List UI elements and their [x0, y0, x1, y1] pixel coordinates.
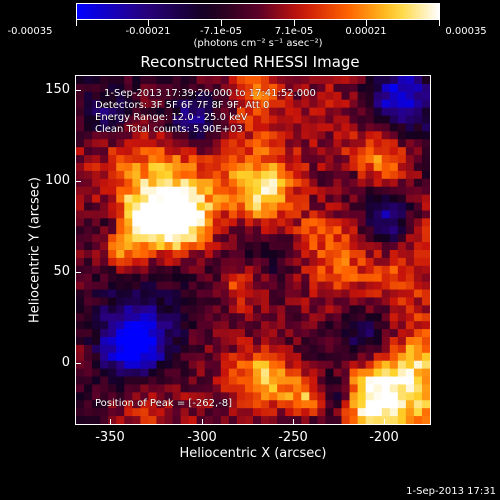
plot-title: Reconstructed RHESSI Image: [140, 53, 360, 71]
colorbar-tick: [439, 20, 440, 26]
image-plot: 1-Sep-2013 17:39:20.000 to 17:41:52.000 …: [75, 75, 431, 425]
y-tick-label: 100: [45, 173, 70, 188]
colorbar-label: -0.00035: [7, 26, 53, 37]
colorbar-label: 0.00021: [345, 26, 387, 37]
colorbar-tick: [221, 20, 222, 26]
colorbar-tick: [294, 20, 295, 26]
annotation-energy-range: Energy Range: 12.0 - 25.0 keV: [95, 112, 248, 123]
x-tick: [202, 419, 203, 425]
x-tick-label: -250: [278, 430, 308, 445]
colorbar-tick: [366, 20, 367, 26]
annotation-peak-position: Position of Peak = [-262,-8]: [95, 398, 233, 409]
colorbar-tick: [148, 20, 149, 26]
x-axis-title: Heliocentric X (arcsec): [179, 446, 327, 461]
colorbar-label: 0.00035: [445, 26, 487, 37]
x-tick: [384, 419, 385, 425]
y-tick-label: 150: [45, 82, 70, 97]
y-tick-label: 0: [61, 355, 70, 370]
x-tick-label: -200: [369, 430, 399, 445]
y-tick-label: 50: [53, 264, 70, 279]
x-tick: [293, 419, 294, 425]
annotation-clean-counts: Clean Total counts: 5.90E+03: [95, 124, 243, 135]
colorbar-tick: [76, 20, 77, 26]
x-tick-label: -300: [187, 430, 217, 445]
y-tick: [75, 90, 81, 91]
y-axis-title: Heliocentric Y (arcsec): [27, 177, 43, 323]
heatmap-image: [76, 76, 430, 424]
y-tick: [75, 363, 81, 364]
colorbar-label: -0.00021: [125, 26, 171, 37]
annotation-detectors: Detectors: 3F 5F 6F 7F 8F 9F, Att 0: [95, 100, 270, 111]
x-tick: [110, 419, 111, 425]
annotation-time-range: 1-Sep-2013 17:39:20.000 to 17:41:52.000: [104, 88, 316, 99]
y-tick: [75, 272, 81, 273]
colorbar-label: 7.1e-05: [274, 26, 314, 37]
y-tick: [75, 181, 81, 182]
footer-timestamp: 1-Sep-2013 17:31: [406, 486, 496, 497]
colorbar-units: (photons cm⁻² s⁻¹ asec⁻²): [193, 38, 323, 49]
colorbar: [76, 3, 440, 20]
x-tick-label: -350: [95, 430, 125, 445]
colorbar-label: -7.1e-05: [200, 26, 242, 37]
